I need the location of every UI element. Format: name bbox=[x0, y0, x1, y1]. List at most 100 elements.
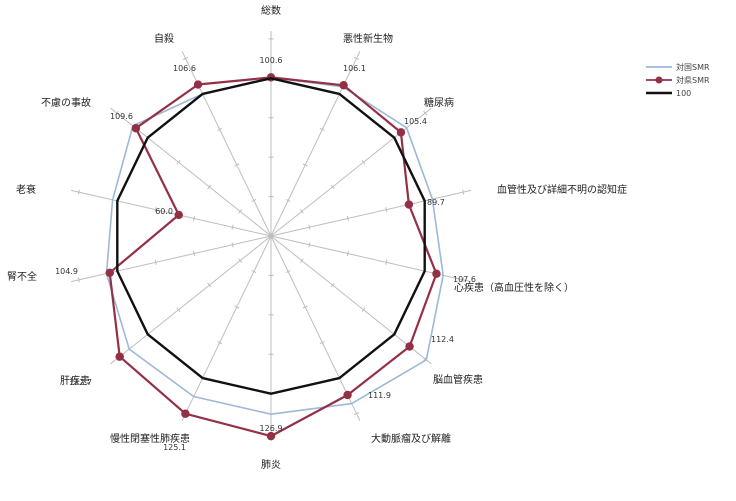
spoke-tick bbox=[154, 207, 157, 213]
radar-spokes bbox=[71, 31, 471, 441]
spoke-2 bbox=[270, 107, 432, 237]
spoke-6 bbox=[270, 235, 361, 421]
category-label: 肝疾患 bbox=[60, 374, 90, 387]
category-label: 総数 bbox=[261, 4, 281, 17]
spoke-tick bbox=[346, 250, 349, 257]
spoke-3 bbox=[270, 189, 471, 237]
value-label: 60.0 bbox=[155, 207, 173, 216]
spoke-tick bbox=[385, 207, 388, 213]
value-label: 104.9 bbox=[55, 267, 78, 276]
series-point bbox=[105, 268, 114, 278]
spoke-tick bbox=[302, 305, 308, 309]
category-label: 腎不全 bbox=[7, 270, 37, 283]
value-label: 89.7 bbox=[427, 198, 445, 207]
spoke-tick bbox=[423, 110, 428, 116]
spoke-tick bbox=[176, 159, 181, 165]
spoke-11 bbox=[71, 189, 272, 237]
spoke-tick bbox=[154, 259, 157, 265]
spoke-tick bbox=[299, 258, 304, 263]
category-label: 自殺 bbox=[154, 32, 174, 45]
spoke-tick bbox=[330, 184, 335, 190]
spoke-5 bbox=[270, 235, 432, 365]
spoke-tick bbox=[238, 209, 243, 214]
series-point bbox=[404, 200, 414, 209]
spoke-tick bbox=[176, 307, 181, 313]
legend-label: 対国SMR bbox=[676, 62, 710, 72]
series-point bbox=[115, 352, 124, 361]
spoke-tick bbox=[251, 269, 257, 274]
series-line-0 bbox=[105, 76, 445, 416]
series-point bbox=[181, 409, 190, 418]
spoke-tick bbox=[462, 189, 465, 195]
value-label: 105.4 bbox=[404, 117, 427, 126]
series-line-2 bbox=[116, 77, 426, 395]
series-point bbox=[131, 124, 141, 133]
spoke-tick bbox=[231, 242, 234, 248]
category-label: 心疾患（高血圧性を除く） bbox=[454, 281, 574, 294]
category-label: 脳血管疾患 bbox=[433, 373, 483, 386]
value-label: 107.6 bbox=[453, 275, 476, 284]
category-label: 不慮の事故 bbox=[41, 96, 91, 109]
category-label: 肺炎 bbox=[261, 459, 281, 471]
series-point bbox=[432, 269, 441, 278]
spoke-tick bbox=[77, 277, 80, 283]
spoke-tick bbox=[207, 184, 212, 190]
spoke-tick bbox=[299, 209, 304, 214]
legend-marker bbox=[655, 76, 663, 84]
category-label: 糖尿病 bbox=[424, 96, 454, 109]
category-label: 大動脈瘤及び解離 bbox=[371, 432, 451, 445]
spoke-tick bbox=[231, 224, 234, 230]
spoke-tick bbox=[354, 56, 359, 60]
spoke-tick bbox=[308, 242, 311, 248]
category-label: 悪性新生物 bbox=[343, 32, 393, 45]
spoke-tick bbox=[193, 215, 196, 222]
radar-series bbox=[105, 73, 445, 441]
value-label: 111.9 bbox=[368, 391, 391, 400]
value-label: 125.1 bbox=[163, 443, 186, 452]
spoke-tick bbox=[354, 412, 359, 416]
series-point bbox=[405, 342, 414, 351]
spoke-tick bbox=[462, 277, 465, 283]
category-label: 老衰 bbox=[16, 183, 36, 196]
spoke-tick bbox=[238, 258, 243, 263]
value-label: 126.9 bbox=[260, 424, 283, 433]
series-point bbox=[343, 390, 352, 400]
spoke-tick bbox=[319, 127, 325, 131]
series-point bbox=[174, 210, 183, 220]
spoke-tick bbox=[385, 259, 388, 265]
spoke-8 bbox=[181, 235, 272, 421]
value-label: 112.4 bbox=[431, 335, 454, 344]
legend: 対国SMR 対県SMR 100 bbox=[646, 62, 710, 98]
value-label: 106.6 bbox=[173, 64, 196, 73]
value-label: 109.6 bbox=[110, 112, 133, 121]
series-point bbox=[193, 80, 203, 89]
category-label: 慢性閉塞性肺疾患 bbox=[110, 432, 190, 445]
spoke-tick bbox=[234, 163, 240, 167]
spoke-tick bbox=[77, 189, 80, 195]
spoke-9 bbox=[110, 235, 272, 365]
spoke-tick bbox=[319, 341, 325, 345]
spoke-tick bbox=[217, 341, 223, 345]
spoke-tick bbox=[183, 56, 188, 60]
spoke-tick bbox=[285, 198, 291, 203]
spoke-tick bbox=[361, 159, 366, 165]
category-label: 血管性及び詳細不明の認知症 bbox=[497, 183, 627, 196]
spoke-10 bbox=[71, 235, 272, 283]
series-point bbox=[266, 431, 276, 441]
legend-label: 100 bbox=[676, 89, 691, 98]
spoke-tick bbox=[217, 127, 223, 131]
spoke-tick bbox=[207, 282, 212, 288]
spoke-tick bbox=[361, 307, 366, 313]
spoke-tick bbox=[114, 110, 119, 116]
value-label: 100.6 bbox=[260, 56, 283, 65]
spoke-tick bbox=[234, 305, 240, 309]
value-label: 106.1 bbox=[343, 64, 366, 73]
spoke-tick bbox=[285, 269, 291, 274]
legend-label: 対県SMR bbox=[676, 75, 710, 85]
spoke-tick bbox=[302, 163, 308, 167]
value-labels: 100.6 106.1 105.4 89.7 107.6 112.4 111.9 126.9 1… bbox=[55, 56, 476, 452]
series-point bbox=[339, 81, 348, 90]
spoke-tick bbox=[308, 224, 311, 230]
